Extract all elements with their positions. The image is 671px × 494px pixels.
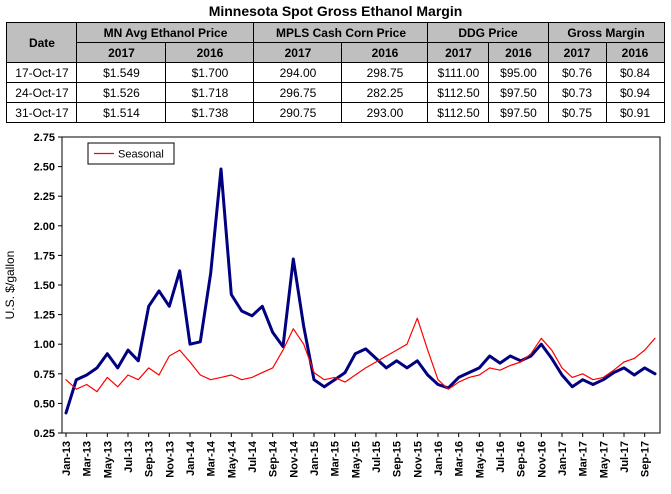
seasonal-line	[65, 317, 656, 393]
x-tick-label: May-16	[474, 441, 486, 478]
year-header: 2017	[253, 42, 343, 63]
x-tick-label: Jul-15	[371, 441, 383, 473]
value-cell: 294.00	[253, 62, 343, 83]
x-tick-label: Jul-13	[123, 441, 135, 473]
value-cell: $1.700	[165, 62, 255, 83]
date-cell: 24-Oct-17	[6, 82, 78, 103]
x-tick-label: Jul-16	[495, 441, 507, 473]
x-tick-label: Nov-14	[288, 440, 300, 478]
x-tick-label: Jan-13	[61, 441, 73, 476]
value-cell: $0.76	[547, 62, 607, 83]
date-column-header: Date	[6, 22, 78, 63]
year-header: 2017	[547, 42, 607, 63]
date-cell: 31-Oct-17	[6, 102, 78, 123]
x-tick-label: Mar-15	[330, 441, 342, 476]
value-cell: $97.50	[488, 102, 549, 123]
value-cell: $1.738	[165, 102, 255, 123]
x-tick-label: May-14	[226, 440, 238, 478]
x-tick-label: Mar-13	[82, 441, 94, 476]
x-tick-label: May-15	[350, 441, 362, 478]
gross-margin-line	[64, 167, 657, 415]
value-cell: $0.84	[605, 62, 665, 83]
x-tick-label: Sep-13	[144, 441, 156, 477]
value-cell: $1.514	[76, 102, 167, 123]
value-cell: $95.00	[488, 62, 549, 83]
year-header: 2016	[165, 42, 255, 63]
x-tick-label: Jan-16	[433, 441, 445, 476]
value-cell: $112.50	[427, 82, 490, 103]
page-title: Minnesota Spot Gross Ethanol Margin	[208, 3, 463, 19]
y-tick-label: 2.00	[34, 221, 55, 233]
value-cell: 298.75	[341, 62, 429, 83]
x-tick-label: May-13	[102, 441, 114, 478]
legend-label: Seasonal	[118, 149, 164, 161]
legend-box	[87, 142, 175, 165]
x-tick-label: Sep-15	[392, 441, 404, 477]
year-header: 2016	[605, 42, 665, 63]
y-tick-label: 2.50	[34, 162, 55, 174]
table-row: 31-Oct-17 $1.514 $1.738 290.75 293.00 $1…	[6, 102, 665, 123]
year-header: 2017	[76, 42, 167, 63]
x-tick-label: Mar-17	[578, 441, 590, 476]
chart-area: 0.25 0.50 0.75 1.00 1.25 1.50 1.75 2.00 2.25 2.50…	[0, 127, 671, 494]
y-tick-label: 0.50	[34, 398, 55, 410]
x-tick-label: Mar-14	[206, 440, 218, 476]
plot-area	[61, 136, 661, 434]
group-header-corn: MPLS Cash Corn Price	[253, 22, 429, 43]
value-cell: $0.91	[605, 102, 665, 123]
date-cell: 17-Oct-17	[6, 62, 78, 83]
y-tick-label: 1.25	[34, 310, 55, 322]
value-cell: $1.549	[76, 62, 167, 83]
group-header-ddg: DDG Price	[427, 22, 549, 43]
y-tick-label: 1.50	[34, 280, 55, 292]
year-header: 2016	[341, 42, 429, 63]
y-tick-label: 2.25	[34, 191, 55, 203]
group-header-margin: Gross Margin	[547, 22, 665, 43]
value-cell: $1.526	[76, 82, 167, 103]
x-tick-label: Mar-16	[454, 441, 466, 476]
value-cell: $0.73	[547, 82, 607, 103]
value-cell: 290.75	[253, 102, 343, 123]
year-header: 2017	[427, 42, 490, 63]
value-cell: $97.50	[488, 82, 549, 103]
x-tick-label: Jul-17	[619, 441, 631, 473]
x-tick-label: Sep-16	[516, 441, 528, 477]
y-tick-label: 1.00	[34, 339, 55, 351]
value-cell: $112.50	[427, 102, 490, 123]
value-cell: 293.00	[341, 102, 429, 123]
value-cell: $0.94	[605, 82, 665, 103]
x-tick-label: Jul-14	[247, 440, 259, 473]
x-tick-label: Sep-17	[640, 441, 652, 477]
table-row: 17-Oct-17 $1.549 $1.700 294.00 298.75 $1…	[6, 62, 665, 83]
x-tick-label: Jan-17	[557, 441, 569, 476]
x-tick-label: Nov-15	[412, 441, 424, 478]
group-header-row: Date MN Avg Ethanol Price MPLS Cash Corn…	[6, 22, 665, 63]
value-cell: $111.00	[427, 62, 490, 83]
year-header: 2016	[488, 42, 549, 63]
value-cell: 296.75	[253, 82, 343, 103]
group-header-ethanol: MN Avg Ethanol Price	[76, 22, 255, 43]
y-tick-label: 1.75	[34, 250, 55, 262]
x-tick-label: Sep-14	[268, 440, 280, 477]
x-tick-label: Nov-16	[536, 441, 548, 478]
x-tick-label: Jan-14	[185, 440, 197, 476]
table-row: 24-Oct-17 $1.526 $1.718 296.75 282.25 $1…	[6, 82, 665, 103]
year-header-row: 2017 2016 2017 2016 2017 2016 2017 2016	[7, 42, 665, 63]
y-axis-title: U.S. $/gallon	[3, 251, 17, 320]
price-table: Date MN Avg Ethanol Price MPLS Cash Corn…	[6, 22, 665, 123]
x-tick-label: Jan-15	[309, 441, 321, 476]
x-tick-label: May-17	[598, 441, 610, 478]
value-cell: $1.718	[165, 82, 255, 103]
value-cell: 282.25	[341, 82, 429, 103]
value-cell: $0.75	[547, 102, 607, 123]
y-tick-label: 2.75	[34, 132, 55, 144]
margin-line-chart: 0.25 0.50 0.75 1.00 1.25 1.50 1.75 2.00 2.25 2.50…	[3, 132, 661, 478]
y-tick-label: 0.25	[34, 428, 55, 440]
y-tick-label: 0.75	[34, 369, 55, 381]
x-tick-label: Nov-13	[164, 441, 176, 478]
